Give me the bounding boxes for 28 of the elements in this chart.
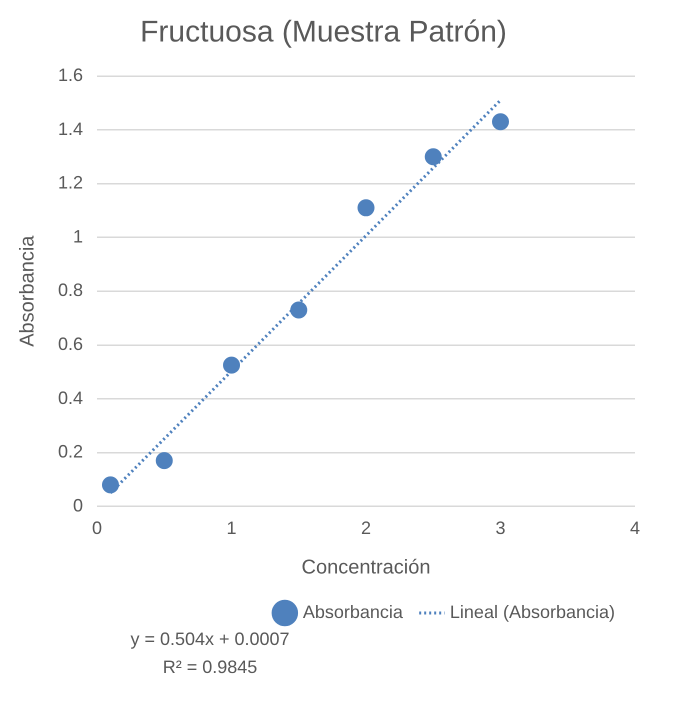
y-tick-label: 1.4 [58,118,84,139]
point [358,199,375,216]
x-tick-label: 4 [630,518,640,538]
x-tick-label: 3 [496,518,506,538]
y-tick-label: 1.6 [58,64,84,85]
point [492,113,510,130]
x-tick-label: 0 [92,518,102,538]
y-tick-label: 1 [73,226,84,246]
x-tick-label: 2 [361,518,372,538]
point [290,302,308,319]
y-tick-label: 0 [73,495,84,516]
y-tick-label: 0.6 [58,334,84,354]
legend-label: Absorbancia [302,602,404,622]
y-tick-label: 0.4 [58,388,84,408]
point [102,476,119,494]
x-axis-title: Concentración [302,556,430,579]
x-tick-label: 1 [226,518,237,538]
point [156,452,173,470]
text: y = 0.504x + 0.0007 [130,628,290,649]
y-tick-label: 1.2 [58,172,84,193]
y-tick-label: 0.8 [58,280,84,300]
point [223,356,240,374]
y-tick-label: 0.2 [58,442,84,462]
chart-title: Fructuosa (Muestra Patrón) [140,15,507,48]
y-axis-title: Absorbancia [16,234,39,347]
legend-label: Lineal (Absorbancia) [450,602,615,622]
text: R² = 0.9845 [162,656,258,677]
point [424,148,442,166]
